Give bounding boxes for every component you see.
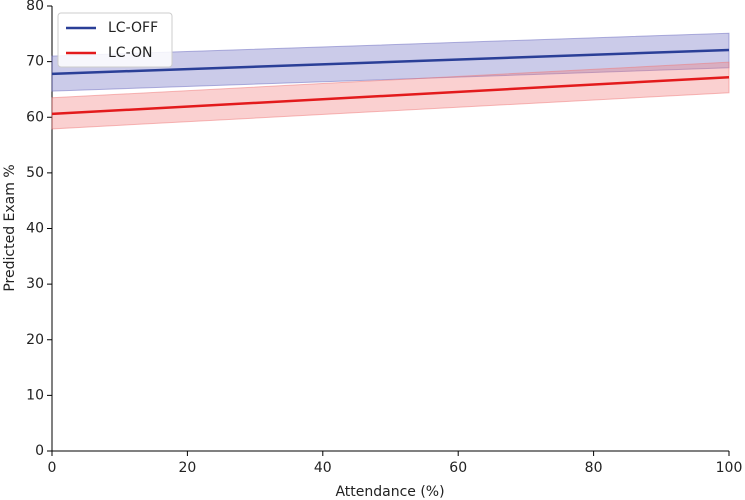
x-tick-label: 100 — [716, 460, 743, 476]
line — [51, 48, 730, 76]
y-tick-label: 50 — [26, 165, 44, 181]
y-tick-label: 0 — [35, 443, 44, 459]
y-tick-label: 20 — [26, 332, 44, 348]
x-tick-label: 0 — [48, 460, 57, 476]
y-tick-label: 60 — [26, 109, 44, 125]
y-tick-label: 10 — [26, 387, 44, 403]
x-tick-label: 80 — [585, 460, 603, 476]
y-axis-label: Predicted Exam % — [2, 164, 18, 291]
x-tick-label: 60 — [449, 460, 467, 476]
y-tick-label: 30 — [26, 276, 44, 292]
y-tick-label: 70 — [26, 54, 44, 70]
line — [51, 75, 730, 116]
legend: LC-OFF LC-ON — [57, 12, 173, 68]
x-tick-label: 40 — [314, 460, 332, 476]
x-tick-label: 20 — [178, 460, 196, 476]
y-tick-label: 40 — [26, 221, 44, 237]
y-tick-label: 80 — [26, 0, 44, 14]
x-axis-label: Attendance (%) — [335, 484, 444, 500]
legend-label: LC-OFF — [108, 20, 158, 36]
legend-label: LC-ON — [108, 45, 153, 61]
